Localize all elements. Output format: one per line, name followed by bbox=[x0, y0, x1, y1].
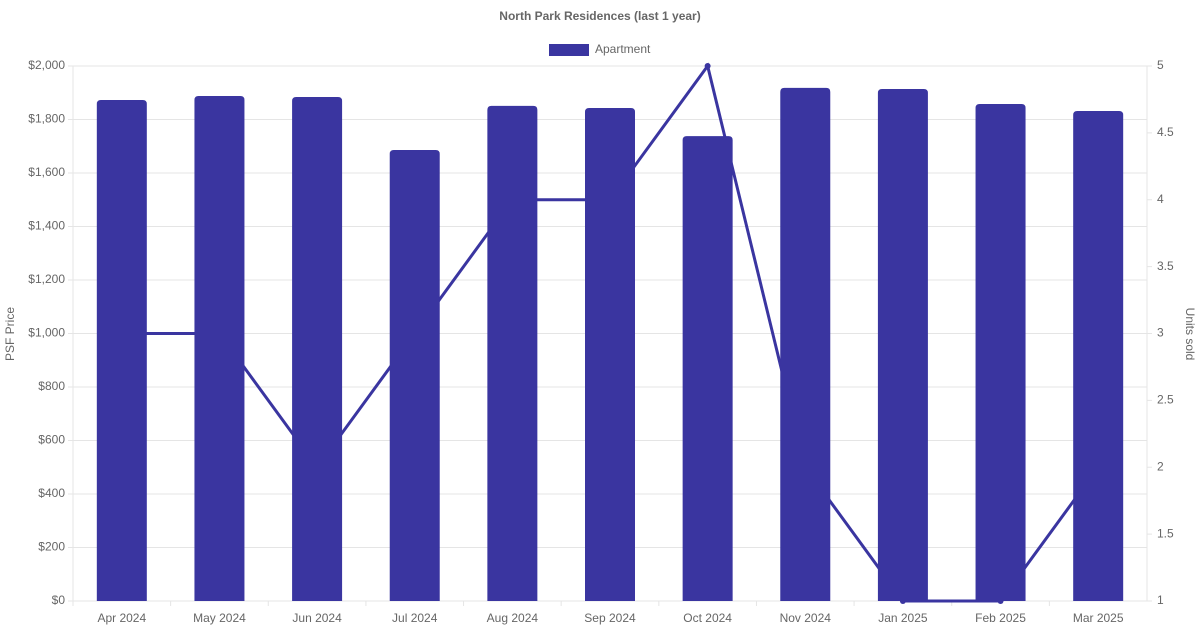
y2-tick-label: 4.5 bbox=[1157, 125, 1174, 139]
bar bbox=[975, 103, 1026, 602]
y-tick-label: $400 bbox=[38, 486, 65, 500]
y2-tick-label: 3.5 bbox=[1157, 259, 1174, 273]
y2-tick-label: 1.5 bbox=[1157, 526, 1174, 540]
y-tick-label: $200 bbox=[38, 540, 65, 554]
legend-swatch bbox=[549, 44, 589, 56]
bar bbox=[682, 136, 733, 601]
x-tick-label: Feb 2025 bbox=[975, 611, 1026, 625]
x-tick-label: May 2024 bbox=[193, 611, 246, 625]
bar bbox=[1073, 110, 1124, 601]
bar bbox=[780, 87, 831, 601]
x-tick-label: Apr 2024 bbox=[97, 611, 146, 625]
bar bbox=[877, 89, 928, 601]
y2-tick-label: 2 bbox=[1157, 459, 1164, 473]
y2-tick-label: 5 bbox=[1157, 58, 1164, 72]
x-tick-label: Nov 2024 bbox=[780, 611, 832, 625]
chart-title: North Park Residences (last 1 year) bbox=[499, 9, 700, 23]
bar bbox=[194, 95, 245, 602]
x-tick-label: Jun 2024 bbox=[292, 611, 342, 625]
line-point bbox=[704, 63, 711, 69]
y-axis-title: PSF Price bbox=[3, 307, 17, 361]
y-tick-label: $0 bbox=[52, 593, 66, 607]
y2-tick-label: 2.5 bbox=[1157, 393, 1174, 407]
bar bbox=[585, 107, 635, 601]
y-tick-label: $1,400 bbox=[28, 219, 65, 233]
bar bbox=[96, 99, 147, 601]
y-tick-label: $600 bbox=[38, 433, 65, 447]
x-tick-label: Sep 2024 bbox=[584, 611, 636, 625]
x-tick-label: Jan 2025 bbox=[878, 611, 928, 625]
x-tick-label: Jul 2024 bbox=[392, 611, 438, 625]
y-tick-label: $1,800 bbox=[28, 112, 65, 126]
x-tick-label: Oct 2024 bbox=[683, 611, 732, 625]
y-tick-label: $1,000 bbox=[28, 326, 65, 340]
bar bbox=[487, 105, 538, 602]
y-tick-label: $1,600 bbox=[28, 165, 65, 179]
y-tick-label: $1,200 bbox=[28, 272, 65, 286]
y2-axis-title: Units sold bbox=[1183, 308, 1197, 361]
y2-tick-label: 4 bbox=[1157, 192, 1164, 206]
bar bbox=[389, 149, 440, 601]
y-tick-label: $2,000 bbox=[28, 58, 65, 72]
x-tick-label: Aug 2024 bbox=[487, 611, 539, 625]
bar bbox=[292, 97, 343, 601]
x-tick-label: Mar 2025 bbox=[1073, 611, 1124, 625]
legend-label: Apartment bbox=[595, 42, 651, 56]
y2-tick-label: 1 bbox=[1157, 593, 1164, 607]
y2-tick-label: 3 bbox=[1157, 326, 1164, 340]
y-tick-label: $800 bbox=[38, 379, 65, 393]
